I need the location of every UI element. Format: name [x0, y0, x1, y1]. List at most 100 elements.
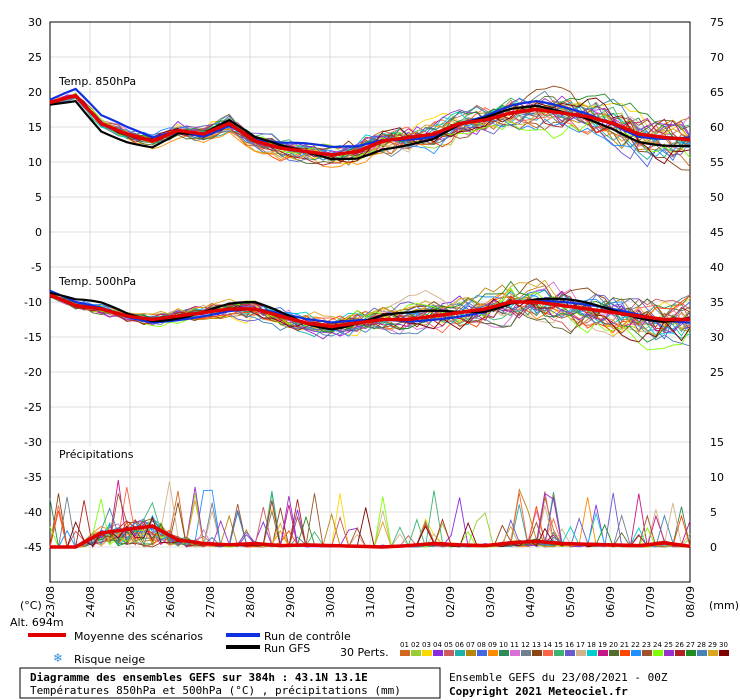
pert-number: 04 — [433, 641, 442, 649]
panel-label-bg-500 — [57, 273, 135, 287]
x-tick-label: 26/08 — [164, 586, 177, 618]
left-tick-label: 10 — [28, 156, 42, 169]
x-tick-label: 24/08 — [84, 586, 97, 618]
right-tick-label: 10 — [710, 471, 724, 484]
left-tick-label: 25 — [28, 51, 42, 64]
pert-number: 10 — [499, 641, 508, 649]
left-axis-unit: (°C) — [20, 599, 42, 612]
pert-swatch — [521, 650, 531, 656]
left-tick-label: -10 — [24, 296, 42, 309]
pert-swatch — [565, 650, 575, 656]
pert-swatch — [653, 650, 663, 656]
pert-number: 11 — [510, 641, 519, 649]
pert-swatch — [433, 650, 443, 656]
pert-number: 08 — [477, 641, 486, 649]
pert-number: 19 — [598, 641, 607, 649]
altitude-label: Alt. 694m — [10, 616, 64, 629]
x-tick-label: 25/08 — [124, 586, 137, 618]
snowflake-icon: ❄ — [53, 651, 63, 665]
right-tick-label: 50 — [710, 191, 724, 204]
pert-number: 29 — [708, 641, 717, 649]
left-tick-label: -5 — [31, 261, 42, 274]
x-tick-label: 05/09 — [564, 586, 577, 618]
pert-number: 05 — [444, 641, 453, 649]
pert-number: 26 — [675, 641, 684, 649]
member-500-line — [49, 287, 691, 351]
right-tick-label: 0 — [710, 541, 717, 554]
x-tick-label: 01/09 — [404, 586, 417, 618]
pert-swatch — [411, 650, 421, 656]
pert-number: 09 — [488, 641, 497, 649]
legend-snow-label: Risque neige — [74, 653, 145, 666]
pert-number: 17 — [576, 641, 585, 649]
pert-swatch — [510, 650, 520, 656]
pert-number: 21 — [620, 641, 629, 649]
legend-mean-label: Moyenne des scénarios — [74, 630, 203, 643]
right-tick-label: 5 — [710, 506, 717, 519]
pert-number: 22 — [631, 641, 640, 649]
chart-grid — [49, 21, 691, 582]
right-tick-label: 25 — [710, 366, 724, 379]
pert-swatch — [400, 650, 410, 656]
pert-number: 14 — [543, 641, 552, 649]
left-tick-label: 30 — [28, 16, 42, 29]
pert-swatch — [642, 650, 652, 656]
right-tick-label: 70 — [710, 51, 724, 64]
pert-number: 01 — [400, 641, 409, 649]
pert-number: 07 — [466, 641, 475, 649]
chart-series — [49, 85, 691, 549]
left-tick-label: 0 — [35, 226, 42, 239]
x-tick-label: 31/08 — [364, 586, 377, 618]
pert-swatch — [488, 650, 498, 656]
left-tick-label: -15 — [24, 331, 42, 344]
panel-label-precip: Précipitations — [59, 448, 134, 461]
x-tick-label: 30/08 — [324, 586, 337, 618]
footer-title: Diagramme des ensembles GEFS sur 384h : … — [30, 671, 368, 684]
pert-swatch — [708, 650, 718, 656]
left-tick-label: -20 — [24, 366, 42, 379]
pert-number: 13 — [532, 641, 541, 649]
x-tick-label: 08/09 — [684, 586, 697, 618]
mean-precip-line — [50, 524, 691, 549]
pert-number: 27 — [686, 641, 695, 649]
perturbation-legend: 01 02 03 04 05 06 07 08 09 10 11 12 13 14 15 16 17 18 19 20… — [400, 641, 729, 656]
right-tick-label: 30 — [710, 331, 724, 344]
right-tick-label: 45 — [710, 226, 724, 239]
pert-number: 16 — [565, 641, 574, 649]
pert-number: 12 — [521, 641, 530, 649]
panel-label-bg-precip — [57, 446, 147, 460]
x-tick-label: 06/09 — [604, 586, 617, 618]
pert-swatch — [444, 650, 454, 656]
left-tick-label: 5 — [35, 191, 42, 204]
x-tick-label: 02/09 — [444, 586, 457, 618]
pert-swatch — [664, 650, 674, 656]
pert-swatch — [697, 650, 707, 656]
control-run-850 — [49, 87, 691, 149]
left-tick-label: -40 — [24, 506, 42, 519]
pert-number: 20 — [609, 641, 618, 649]
pert-number: 15 — [554, 641, 563, 649]
panel-label-850: Temp. 850hPa — [58, 75, 136, 88]
pert-swatch — [620, 650, 630, 656]
pert-swatch — [499, 650, 509, 656]
legend-control-label: Run de contrôle — [264, 630, 351, 643]
pert-swatch — [675, 650, 685, 656]
left-tick-label: -25 — [24, 401, 42, 414]
right-tick-label: 55 — [710, 156, 724, 169]
mean-500-line — [49, 293, 690, 329]
pert-swatch — [477, 650, 487, 656]
chart-axes: 302520151050-5-10-15-20-25-30-35-40-4523… — [24, 16, 724, 618]
pert-swatch — [576, 650, 586, 656]
right-tick-label: 35 — [710, 296, 724, 309]
left-tick-label: 15 — [28, 121, 42, 134]
pert-swatch — [598, 650, 608, 656]
pert-number: 06 — [455, 641, 464, 649]
legend-perts-label: 30 Perts. — [340, 646, 389, 659]
pert-number: 24 — [653, 641, 662, 649]
pert-number: 18 — [587, 641, 596, 649]
x-tick-label: 03/09 — [484, 586, 497, 618]
pert-number: 03 — [422, 641, 431, 649]
mean-850-line — [49, 93, 691, 157]
pert-swatch — [466, 650, 476, 656]
